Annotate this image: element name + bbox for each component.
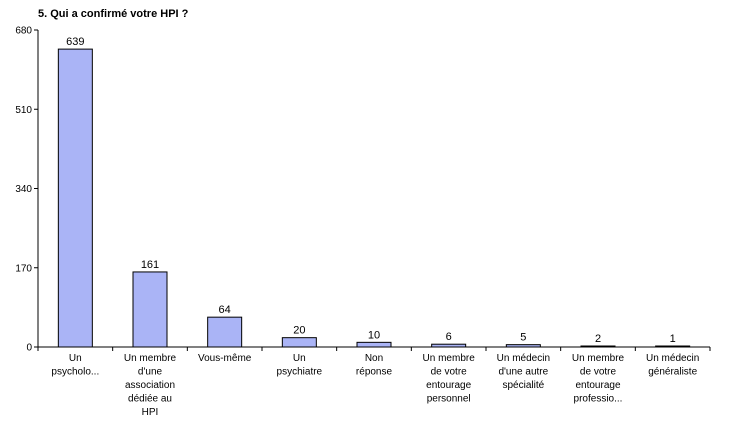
category-label-line: Un médecin xyxy=(497,353,550,364)
category-label-line: psycholo... xyxy=(51,367,99,378)
category-label-line: Un médecin xyxy=(646,353,699,364)
bar xyxy=(655,345,691,348)
category-label-line: dédiée au xyxy=(128,394,172,405)
category-label: Non réponse xyxy=(356,353,393,378)
category-label-line: réponse xyxy=(356,367,393,378)
category-label-line: entourage xyxy=(575,380,620,391)
chart-data-labels: 639 161 64 20 10 6 5 2 1 xyxy=(66,36,676,345)
data-label: 64 xyxy=(219,304,231,316)
chart-title: 5. Qui a confirmé votre HPI ? xyxy=(38,8,189,20)
y-tick-label: 680 xyxy=(15,26,32,37)
category-label: Un médecin généraliste xyxy=(646,353,699,378)
bar xyxy=(207,316,243,348)
category-label-line: Un membre xyxy=(423,353,476,364)
category-label-line: d'une autre xyxy=(498,367,548,378)
category-label: Un membre de votre entourage personnel xyxy=(423,353,476,405)
category-label: Un membre de votre entourage professio... xyxy=(572,353,625,405)
category-label-line: de votre xyxy=(580,367,617,378)
data-label: 1 xyxy=(670,333,676,345)
data-label: 161 xyxy=(141,259,159,271)
category-label-line: personnel xyxy=(427,394,471,405)
category-label-line: d'une xyxy=(138,367,163,378)
data-label: 10 xyxy=(368,329,380,341)
category-label: Vous-même xyxy=(198,353,252,364)
bar xyxy=(57,48,93,348)
bar xyxy=(132,271,168,348)
category-label-line: de votre xyxy=(431,367,468,378)
category-label-line: généraliste xyxy=(648,367,697,378)
category-label-line: HPI xyxy=(142,407,159,418)
category-label-line: Vous-même xyxy=(198,353,252,364)
bar xyxy=(281,337,317,348)
category-label: Un médecin d'une autre spécialité xyxy=(497,353,550,391)
data-label: 5 xyxy=(520,332,526,344)
data-label: 2 xyxy=(595,333,601,345)
category-label-line: psychiatre xyxy=(277,367,323,378)
category-label-line: spécialité xyxy=(502,380,544,391)
y-tick-label: 510 xyxy=(15,105,32,116)
category-label-line: Un xyxy=(293,353,306,364)
data-label: 6 xyxy=(446,331,452,343)
chart-category-labels: Un psycholo... Un membre d'une association dé… xyxy=(51,353,699,418)
category-label: Un membre d'une association dédiée au HPI xyxy=(124,353,177,418)
category-label: Un psycholo... xyxy=(51,353,99,378)
category-label-line: entourage xyxy=(426,380,471,391)
bar xyxy=(505,344,541,348)
category-label-line: professio... xyxy=(574,394,623,405)
bar xyxy=(580,345,616,348)
data-label: 639 xyxy=(66,36,84,48)
category-label-line: Un xyxy=(69,353,82,364)
data-label: 20 xyxy=(293,325,305,337)
category-label-line: association xyxy=(125,380,175,391)
y-tick-label: 0 xyxy=(26,343,32,354)
category-label-line: Un membre xyxy=(124,353,177,364)
category-label-line: Non xyxy=(365,353,383,364)
y-tick-label: 340 xyxy=(15,184,32,195)
bar xyxy=(431,343,467,348)
y-tick-label: 170 xyxy=(15,263,32,274)
category-label: Un psychiatre xyxy=(277,353,323,378)
bar xyxy=(356,341,392,348)
chart-bars xyxy=(57,48,691,348)
category-label-line: Un membre xyxy=(572,353,625,364)
